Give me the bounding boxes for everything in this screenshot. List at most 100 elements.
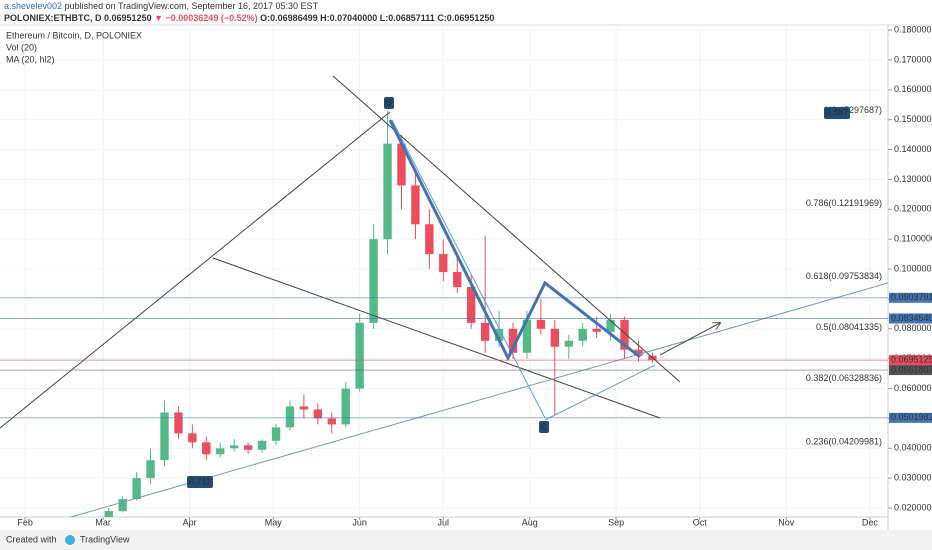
x-tick-label: Apr (183, 517, 197, 527)
candle-body (174, 412, 183, 434)
candle-body (327, 418, 336, 425)
candle-body (299, 406, 309, 410)
y-tick-label: 0.18000000 (894, 24, 932, 34)
candle-body (383, 143, 392, 240)
candle-body (550, 328, 560, 347)
label-box (824, 107, 850, 119)
candle-body (216, 448, 225, 455)
price-tag-label: 0.06951250 (891, 355, 932, 365)
legend-entry: Ethereum / Bitcoin, D, POLONIEX (6, 30, 142, 40)
y-tick-label: 0.12000000 (894, 204, 932, 214)
y-tick-label: 0.13000000 (894, 174, 932, 184)
candle-body (355, 322, 364, 389)
fib-label: 0.382(0.06328836) (806, 373, 882, 383)
symbol: POLONIEX:ETHBTC, D (4, 13, 102, 23)
price-tag (889, 412, 932, 423)
candle-body (453, 272, 462, 287)
fib-label: 0.5(0.08041335) (816, 322, 882, 332)
candle-body (243, 445, 253, 450)
y-tick-label: 0.10000000 (894, 263, 932, 273)
label-box (539, 421, 549, 433)
y-tick-label: 0.11000000 (894, 234, 932, 244)
fib-label: 0.786(0.12191969) (806, 198, 882, 208)
x-tick-label: May (265, 517, 283, 527)
candle-body (230, 445, 239, 449)
y-tick-label: 0.16000000 (894, 84, 932, 94)
candle-body (369, 239, 378, 323)
candle-body (160, 412, 169, 461)
candle-body (271, 427, 281, 441)
candle-body (285, 406, 295, 428)
close: C:0.06951250 (437, 13, 494, 23)
y-tick-label: 0.15000000 (894, 114, 932, 124)
x-tick-label: Dec (862, 517, 879, 527)
x-tick-label: Sep (608, 517, 624, 527)
author[interactable]: a.shevelev002 (4, 1, 62, 11)
candle-body (522, 319, 532, 353)
candle-body (467, 286, 476, 323)
x-tick-label: Jul (438, 517, 450, 527)
legend: Ethereum / Bitcoin, D, POLONIEX Vol (20)… (6, 30, 142, 64)
ticker: POLONIEX:ETHBTC, D 0.06951250 ▼ −0.00036… (4, 13, 494, 23)
y-tick-label: 0.06000000 (894, 383, 932, 393)
candle-body (132, 478, 141, 500)
drawings (0, 75, 888, 517)
price-tag-label: 0.09037918 (891, 292, 932, 302)
candle-body (104, 511, 113, 517)
grid: 0.020000000.030000000.040000000.05000000… (0, 24, 932, 527)
candle-body (620, 319, 629, 350)
annotations: 0.09037918 0.08345404 0.069512500.06618077… (0, 97, 932, 488)
label-text: C (541, 421, 548, 431)
y-tick-label: 0.03000000 (894, 473, 932, 483)
candle-body (508, 328, 518, 353)
price-tag-label: 0.06618077 (891, 364, 932, 374)
x-tick-label: Mar (95, 517, 111, 527)
y-tick-label: 0.02000000 (894, 502, 932, 512)
candle-body (77, 527, 85, 530)
candle-body (564, 340, 573, 347)
candle-body (634, 349, 643, 356)
label-box (384, 97, 394, 109)
footer-bar (0, 530, 932, 550)
y-tick-label: 0.08000000 (894, 323, 932, 333)
price-tag (889, 365, 932, 376)
candle-body (341, 388, 350, 425)
candle-body (606, 319, 615, 332)
plot (77, 110, 657, 530)
label-text: B (386, 97, 393, 107)
x-tick-label: Nov (778, 517, 795, 527)
candle-body (592, 328, 601, 332)
candle-body (494, 328, 504, 341)
candle-body (439, 254, 448, 273)
legend-entry: Vol (20) (6, 42, 37, 52)
price-tag (889, 313, 932, 324)
candle-body (188, 433, 197, 443)
price-tag (889, 355, 932, 366)
last: 0.06951250 (104, 13, 152, 23)
logo (65, 535, 75, 545)
label-text: 0.587 (826, 107, 849, 117)
y-tick-label: 0.17000000 (894, 54, 932, 64)
header: a.shevelev002 published on TradingView.c… (4, 1, 319, 11)
fib-label: 0.618(0.09753834) (806, 271, 882, 281)
change: ▼ −0.00036249 (−0.52%) (154, 13, 257, 23)
fib-label: 1(0.15297687) (823, 105, 882, 115)
x-tick-label: Jun (352, 517, 367, 527)
high: H:0.07040000 (320, 13, 377, 23)
candle-body (397, 143, 406, 186)
candle-body (425, 224, 434, 255)
candle-body (146, 460, 155, 479)
footer-brand[interactable]: TradingView (80, 534, 130, 544)
candle-body (536, 319, 546, 329)
candle-body (118, 499, 127, 512)
label-text: 0.711 (189, 476, 211, 486)
price-tag-label: 0.08345404 (891, 313, 932, 323)
candle-body (257, 440, 267, 450)
price-tag-label: 0.05019825 (891, 412, 932, 422)
candle-body (411, 185, 420, 225)
candle-body (202, 442, 211, 455)
low: L:0.06857111 (380, 13, 435, 23)
x-tick-label: Feb (17, 517, 33, 527)
y-tick-label: 0.14000000 (894, 144, 932, 154)
